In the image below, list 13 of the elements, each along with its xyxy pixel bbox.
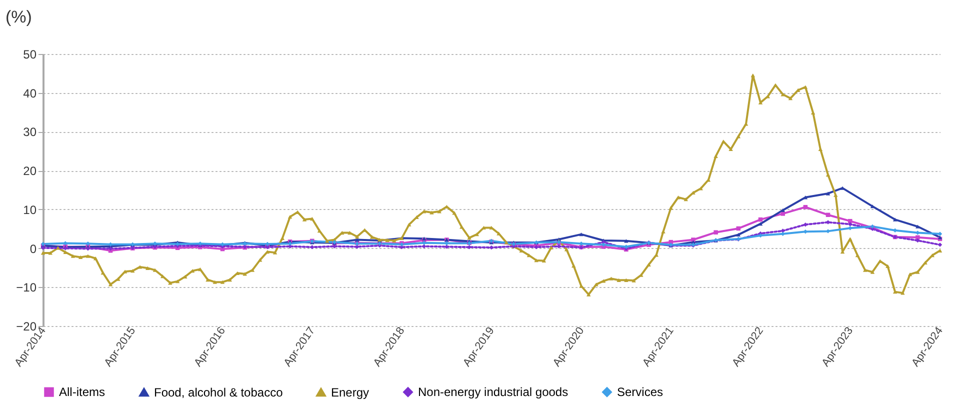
y-axis-title: (%) bbox=[6, 8, 32, 26]
y-tick-label: 10 bbox=[23, 202, 37, 217]
legend-label: Services bbox=[617, 385, 664, 400]
y-tick-label: 30 bbox=[23, 125, 37, 140]
legend-label: All-items bbox=[59, 385, 106, 400]
legend-label: Energy bbox=[331, 385, 370, 400]
y-tick-label: 50 bbox=[23, 48, 37, 62]
legend-label: Food, alcohol & tobacco bbox=[154, 385, 284, 400]
y-tick-label: −10 bbox=[16, 280, 37, 295]
legend-label: Non-energy industrial goods bbox=[418, 385, 568, 400]
y-tick-label: 20 bbox=[23, 164, 37, 178]
y-tick-label: 40 bbox=[23, 86, 37, 100]
y-tick-label: 0 bbox=[30, 242, 37, 256]
